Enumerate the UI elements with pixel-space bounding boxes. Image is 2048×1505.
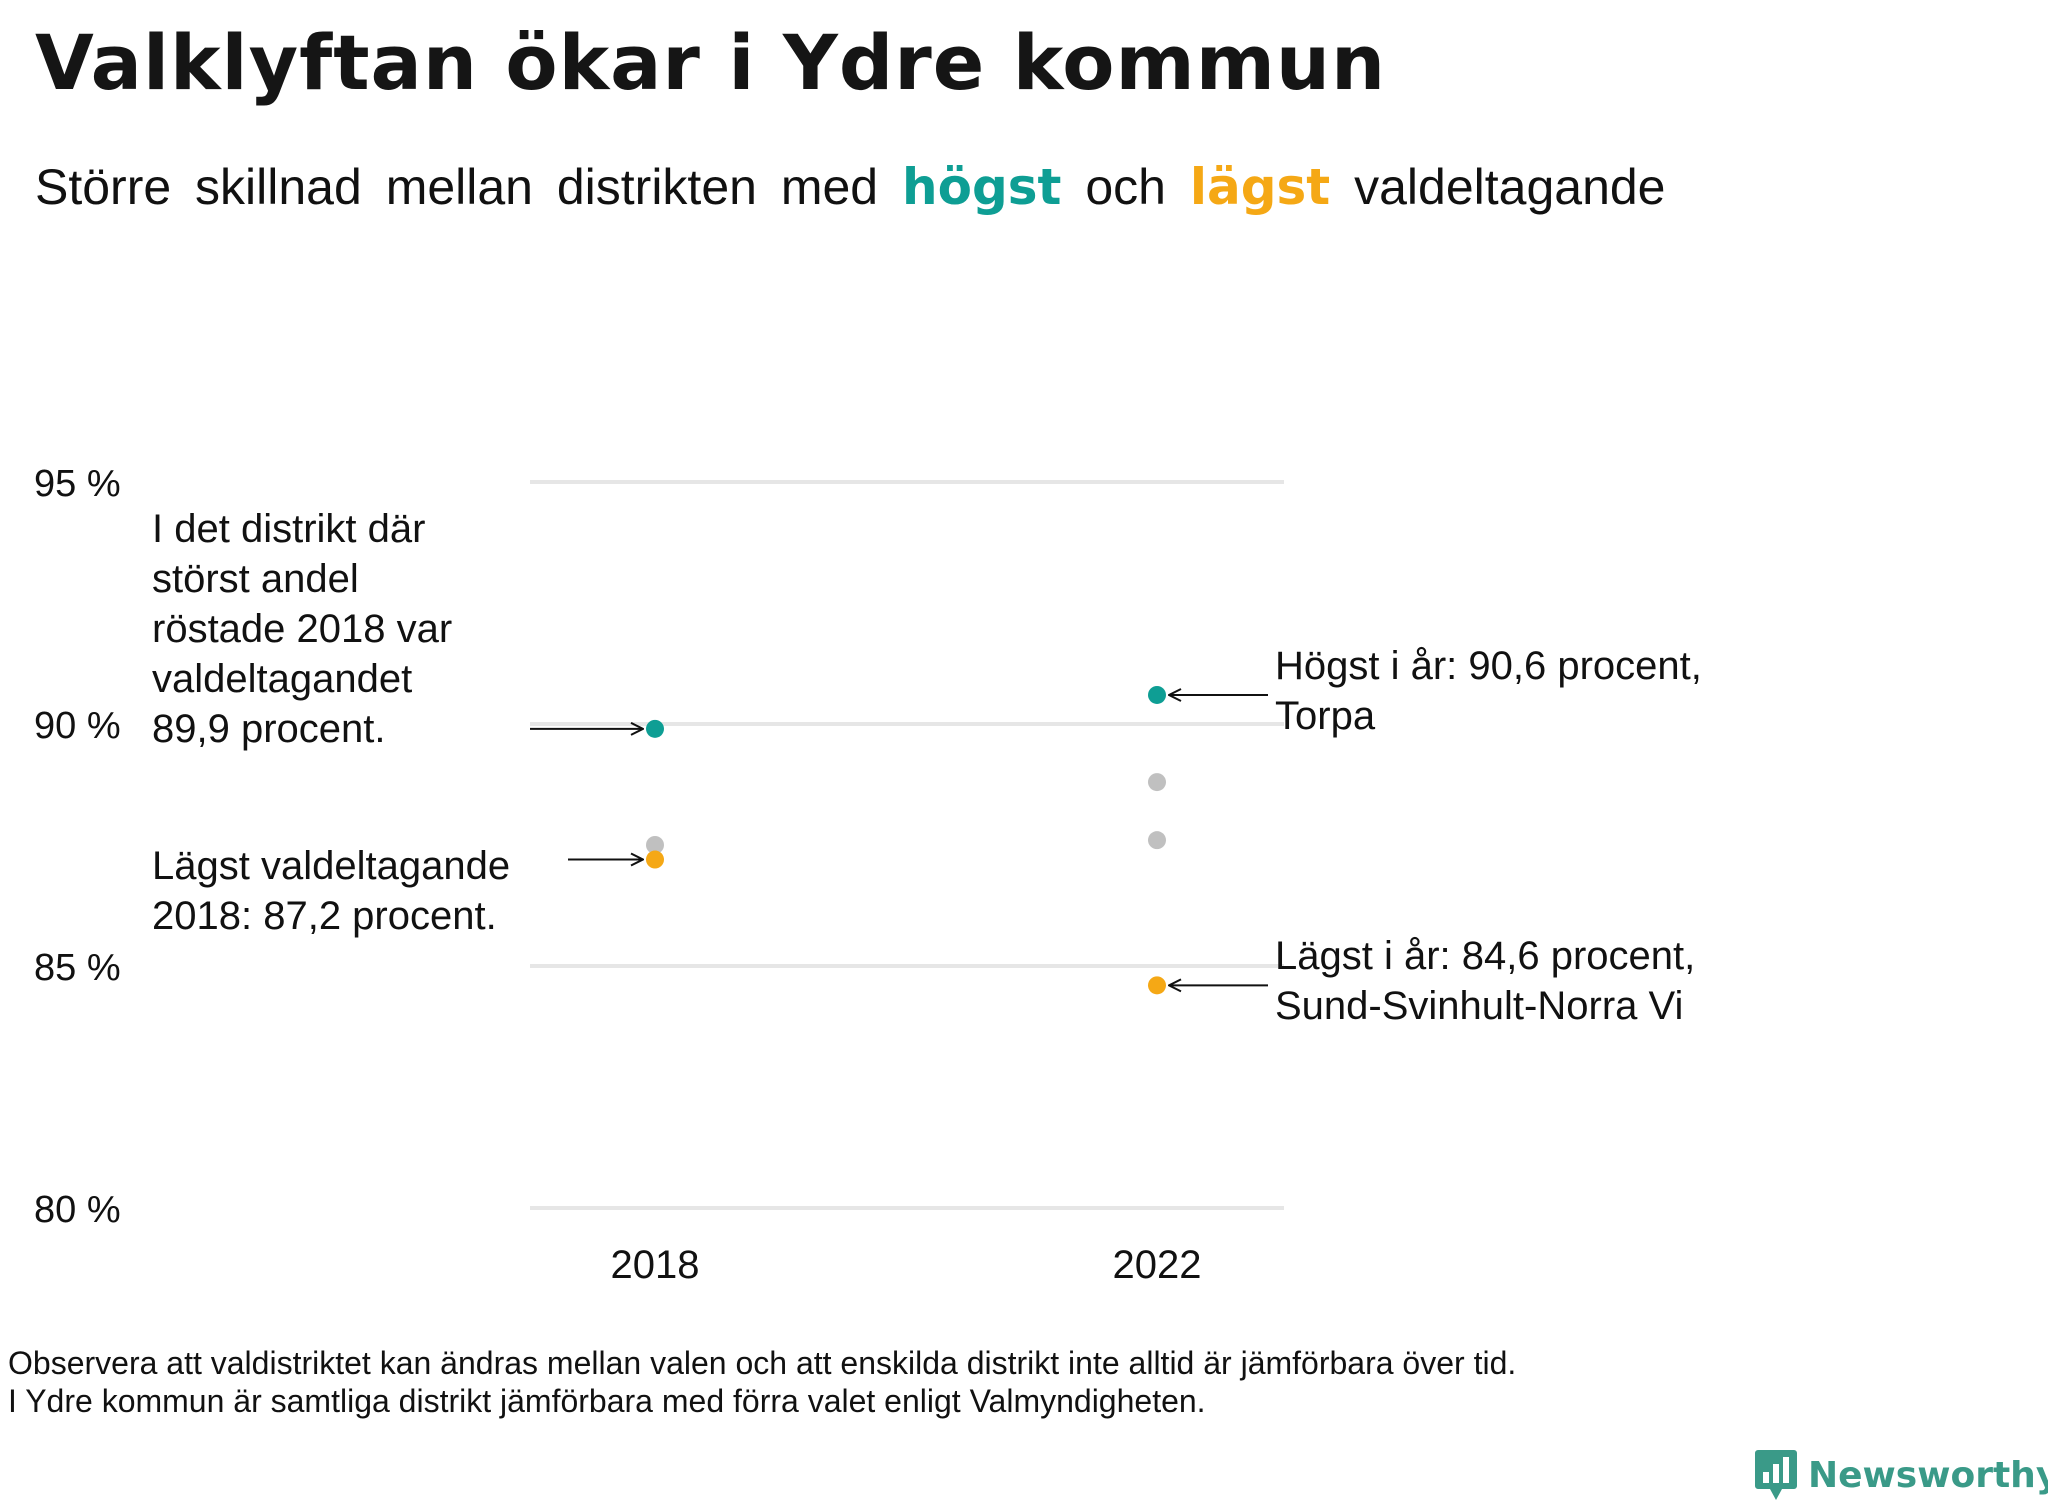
y-tick-label: 85 %: [34, 947, 121, 989]
logo-text: Newsworthy: [1808, 1454, 2048, 1496]
annotation-low-2018: Lägst valdeltagande 2018: 87,2 procent.: [152, 844, 511, 938]
subtitle-highlight-high: högst: [902, 158, 1062, 216]
newsworthy-logo[interactable]: Newsworthy: [1754, 1445, 2048, 1505]
dot-chart: 95 % 90 % 85 % 80 % 2018 2022: [34, 463, 1284, 1287]
y-tick-label: 80 %: [34, 1189, 121, 1231]
y-tick-label: 95 %: [34, 463, 121, 505]
data-point-low-2022: [1148, 976, 1166, 995]
y-tick-label: 90 %: [34, 705, 121, 747]
newsworthy-logo-icon: [1755, 1450, 1797, 1500]
footnote: Observera att valdistriktet kan ändras m…: [8, 1345, 1517, 1419]
subtitle-suffix: valdeltagande: [1354, 159, 1666, 215]
annotation-high-2022: Högst i år: 90,6 procent, Torpa: [1275, 644, 1702, 738]
data-point-high-2022: [1148, 685, 1166, 704]
annotation-low-2022: Lägst i år: 84,6 procent, Sund-Svinhult-…: [1275, 934, 1696, 1028]
annotation-high-2018: I det distrikt där störst andel röstade …: [152, 507, 453, 751]
x-tick-label: 2018: [611, 1243, 700, 1287]
data-point-other-2018: [646, 836, 664, 854]
chart-title: Valklyftan ökar i Ydre kommun: [35, 18, 1387, 107]
chart-subtitle: Större skillnad mellan distrikten med hö…: [35, 158, 1666, 216]
subtitle-connector: och: [1085, 159, 1166, 215]
subtitle-text: Större skillnad mellan distrikten med: [35, 159, 879, 215]
data-point-low-2018: [646, 850, 664, 869]
subtitle-highlight-low: lägst: [1189, 158, 1331, 216]
data-point-other-2022: [1148, 831, 1166, 850]
data-point-high-2018: [646, 719, 664, 738]
x-tick-label: 2022: [1113, 1243, 1202, 1287]
data-point-other-2022: [1148, 773, 1166, 792]
